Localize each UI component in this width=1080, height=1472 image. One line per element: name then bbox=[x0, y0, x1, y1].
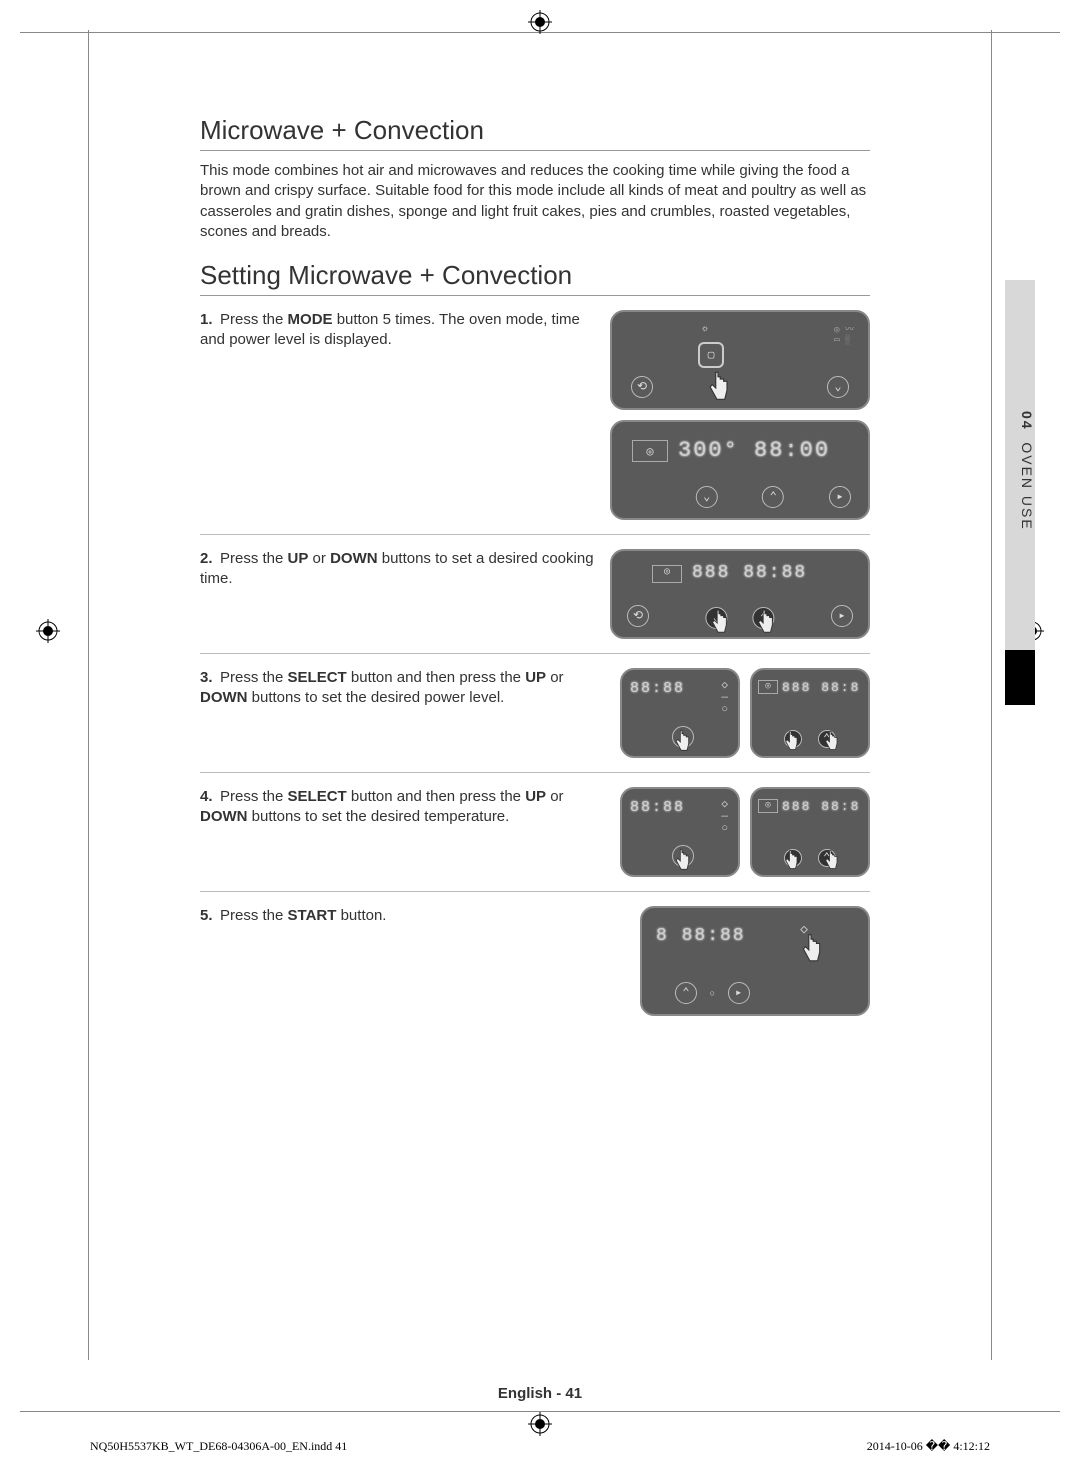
section-tab: 04 OVEN USE bbox=[1005, 280, 1035, 650]
heading-setting: Setting Microwave + Convection bbox=[200, 260, 870, 296]
hand-pointer-icon bbox=[704, 370, 732, 406]
registration-mark-top bbox=[528, 10, 552, 34]
step-4-figure-select: 88:88 ◇—○ ▸ bbox=[620, 787, 740, 877]
section-number: 04 bbox=[1019, 411, 1035, 431]
step-3-text: 3.Press the SELECT button and then press… bbox=[200, 668, 620, 709]
step-3-figures: 88:88 ◇—○ ▸ ◎ 888 88:8 ⌄ ⌃ bbox=[620, 668, 870, 758]
print-metadata: NQ50H5537KB_WT_DE68-04306A-00_EN.indd 41… bbox=[90, 1439, 990, 1454]
meta-timestamp: 2014-10-06 �� 4:12:12 bbox=[867, 1439, 990, 1454]
step-2-text: 2.Press the UP or DOWN buttons to set a … bbox=[200, 549, 610, 590]
step-1-figures: ☼ ◎ 〰▭ ░ ▢ ⌄ ⟲ ◎ 300° 88:00 ⌄ ⌃ ▸ bbox=[610, 310, 870, 520]
section-tab-marker bbox=[1005, 650, 1035, 705]
step-5: 5.Press the START button. 8 88:88 ◇ ⌃ ○ … bbox=[200, 906, 870, 1030]
hand-pointer-icon bbox=[782, 843, 800, 879]
hand-pointer-icon bbox=[798, 932, 824, 968]
hand-pointer-icon bbox=[822, 843, 840, 879]
step-4-text: 4.Press the SELECT button and then press… bbox=[200, 787, 620, 828]
hand-pointer-icon bbox=[708, 605, 730, 641]
step-4-figure-updown: ◎ 888 88:8 ⌄ ⌃ bbox=[750, 787, 870, 877]
step-3-figure-select: 88:88 ◇—○ ▸ bbox=[620, 668, 740, 758]
crop-frame-left bbox=[88, 30, 89, 1360]
intro-paragraph: This mode combines hot air and microwave… bbox=[200, 161, 870, 242]
meta-filename: NQ50H5537KB_WT_DE68-04306A-00_EN.indd 41 bbox=[90, 1439, 347, 1454]
step-4-figures: 88:88 ◇—○ ▸ ◎ 888 88:8 ⌄ ⌃ bbox=[620, 787, 870, 877]
hand-pointer-icon bbox=[822, 724, 840, 760]
step-5-text: 5.Press the START button. bbox=[200, 906, 640, 926]
crop-frame-right bbox=[991, 30, 992, 1360]
step-1-text: 1.Press the MODE button 5 times. The ove… bbox=[200, 310, 610, 351]
step-5-figures: 8 88:88 ◇ ⌃ ○ ▸ bbox=[640, 906, 870, 1016]
step-2-figures: ◎ 888 88:88 ⌄ ⌃ ⟲ ▸ bbox=[610, 549, 870, 639]
registration-mark-bottom bbox=[528, 1412, 552, 1436]
page-footer: English - 41 bbox=[0, 1385, 1080, 1402]
page-content: Microwave + Convection This mode combine… bbox=[200, 115, 870, 1044]
step-3: 3.Press the SELECT button and then press… bbox=[200, 668, 870, 773]
hand-pointer-icon bbox=[672, 724, 692, 760]
section-title: OVEN USE bbox=[1019, 443, 1035, 531]
hand-pointer-icon bbox=[754, 605, 776, 641]
hand-pointer-icon bbox=[782, 724, 800, 760]
heading-mode: Microwave + Convection bbox=[200, 115, 870, 151]
step-1-figure-mode-button: ☼ ◎ 〰▭ ░ ▢ ⌄ ⟲ bbox=[610, 310, 870, 410]
step-1: 1.Press the MODE button 5 times. The ove… bbox=[200, 310, 870, 535]
step-1-figure-display: ◎ 300° 88:00 ⌄ ⌃ ▸ bbox=[610, 420, 870, 520]
step-3-figure-updown: ◎ 888 88:8 ⌄ ⌃ bbox=[750, 668, 870, 758]
hand-pointer-icon bbox=[672, 843, 692, 879]
step-2-figure-display: ◎ 888 88:88 ⌄ ⌃ ⟲ ▸ bbox=[610, 549, 870, 639]
step-2: 2.Press the UP or DOWN buttons to set a … bbox=[200, 549, 870, 654]
registration-mark-left bbox=[36, 619, 60, 643]
step-5-figure-start: 8 88:88 ◇ ⌃ ○ ▸ bbox=[640, 906, 870, 1016]
step-4: 4.Press the SELECT button and then press… bbox=[200, 787, 870, 892]
